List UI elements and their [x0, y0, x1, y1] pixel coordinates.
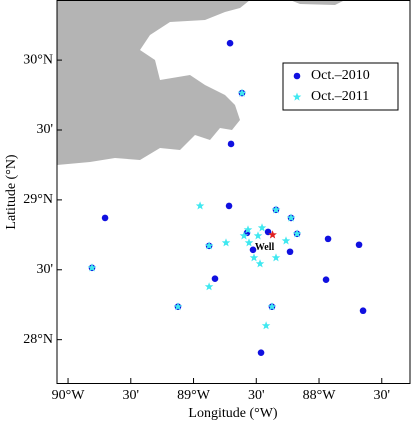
well-marker — [268, 230, 277, 239]
data-point — [286, 213, 296, 222]
data-point — [101, 214, 109, 222]
y-tick-label: 28°N — [23, 332, 53, 347]
data-point — [249, 253, 259, 262]
data-point — [322, 276, 330, 284]
y-tick-label: 30' — [36, 262, 53, 277]
data-point — [249, 246, 257, 254]
data-point — [292, 229, 302, 238]
x-tick-label: 30' — [123, 388, 140, 403]
data-point — [271, 253, 281, 262]
data-point — [226, 39, 234, 47]
data-point — [221, 238, 231, 247]
legend-marker — [292, 92, 302, 101]
data-point — [211, 275, 219, 283]
legend-marker — [293, 72, 301, 80]
x-tick-label: 90°W — [52, 388, 86, 403]
data-point — [225, 202, 233, 210]
data-point — [87, 263, 97, 272]
data-point — [253, 231, 263, 240]
y-tick-label: 29°N — [23, 192, 53, 207]
data-point — [286, 248, 294, 256]
data-point — [359, 307, 367, 315]
legend-box — [282, 62, 399, 111]
x-axis-label: Longitude (°W) — [188, 406, 278, 421]
legend-label: Oct.–2011 — [311, 89, 369, 104]
data-point — [255, 259, 265, 268]
x-tick-label: 30' — [248, 388, 265, 403]
data-point — [204, 282, 214, 291]
x-tick-label: 89°W — [177, 388, 211, 403]
land — [57, 0, 345, 165]
y-tick-label: 30' — [36, 122, 53, 137]
coastline-east — [290, 0, 345, 5]
data-point — [239, 231, 249, 240]
data-point — [261, 321, 271, 330]
data-point — [281, 236, 291, 245]
y-tick-label: 30°N — [23, 52, 53, 67]
data-point — [257, 223, 267, 232]
y-axis-label: Latitude (°N) — [4, 154, 19, 230]
coastline — [57, 0, 250, 165]
data-point — [227, 140, 235, 148]
x-tick-label: 88°W — [303, 388, 337, 403]
plot-frame — [56, 0, 411, 384]
data-point — [243, 225, 253, 234]
x-tick-label: 30' — [373, 388, 390, 403]
data-point — [204, 241, 214, 250]
data-point — [257, 349, 265, 356]
data-point — [244, 238, 254, 247]
data-point — [355, 241, 363, 249]
annotation: Well — [255, 242, 275, 253]
data-point — [195, 201, 205, 210]
legend-label: Oct.–2010 — [311, 68, 370, 83]
data-point — [271, 205, 281, 214]
data-point — [267, 302, 277, 311]
data-point — [324, 235, 332, 243]
data-point — [237, 88, 247, 97]
data-point — [173, 302, 183, 311]
